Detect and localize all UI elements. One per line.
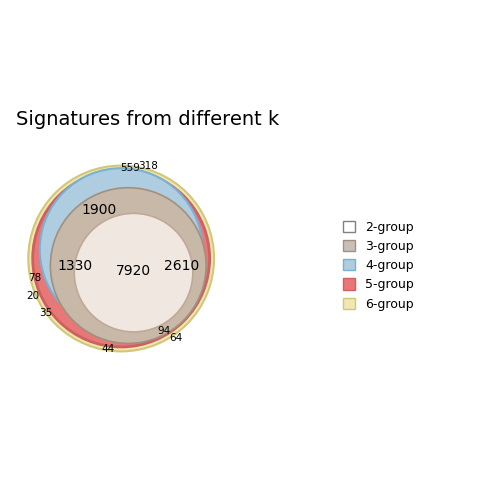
Text: 44: 44 [101, 344, 114, 354]
Text: 1330: 1330 [57, 259, 93, 273]
Text: 64: 64 [169, 333, 182, 343]
Text: 20: 20 [26, 291, 39, 301]
Circle shape [74, 213, 193, 332]
Text: 7920: 7920 [116, 264, 151, 278]
Text: 559: 559 [120, 163, 140, 173]
Text: 35: 35 [39, 308, 52, 319]
Circle shape [50, 187, 206, 343]
Circle shape [40, 168, 203, 331]
Text: 318: 318 [138, 161, 158, 171]
Circle shape [28, 166, 214, 351]
Text: 78: 78 [28, 273, 41, 283]
Text: 1900: 1900 [82, 203, 116, 217]
Circle shape [33, 170, 210, 347]
Legend: 2-group, 3-group, 4-group, 5-group, 6-group: 2-group, 3-group, 4-group, 5-group, 6-gr… [336, 214, 420, 317]
Title: Signatures from different k: Signatures from different k [16, 110, 279, 129]
Text: 2610: 2610 [164, 259, 199, 273]
Text: 94: 94 [157, 326, 170, 336]
